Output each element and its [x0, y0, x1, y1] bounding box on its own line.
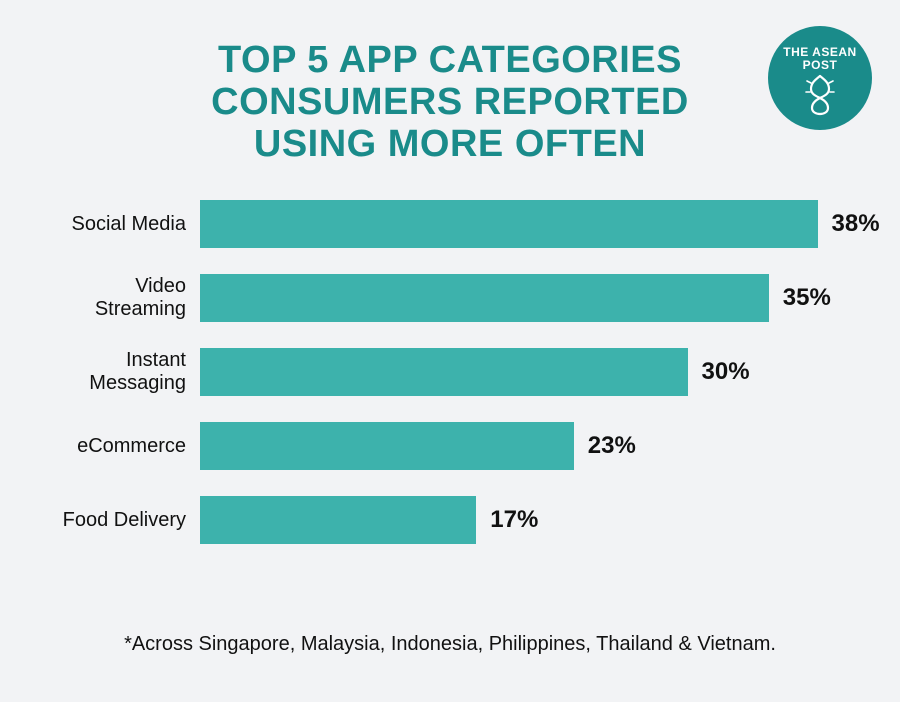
brand-logo-text: THE ASEAN POST — [768, 40, 872, 72]
bar-row: Video Streaming 35% — [50, 274, 850, 322]
bar-track: 38% — [200, 200, 850, 248]
category-label: Social Media — [50, 213, 200, 236]
category-label: Instant Messaging — [50, 349, 200, 395]
bar — [200, 274, 769, 322]
bar-row: Social Media38% — [50, 200, 850, 248]
category-label: Food Delivery — [50, 509, 200, 532]
brand-logo: THE ASEAN POST — [768, 26, 872, 130]
value-label: 38% — [818, 210, 880, 238]
bar-row: Instant Messaging 30% — [50, 348, 850, 396]
infographic-canvas: THE ASEAN POST TOP 5 APP CATEGORIES CONS… — [0, 0, 900, 702]
bar-track: 30% — [200, 348, 850, 396]
value-label: 23% — [574, 432, 636, 460]
footnote: *Across Singapore, Malaysia, Indonesia, … — [0, 633, 900, 656]
bar-chart: Social Media38%Video Streaming35%Instant… — [50, 200, 850, 570]
bar-track: 23% — [200, 422, 850, 470]
bar — [200, 348, 688, 396]
brand-logo-icon — [805, 74, 835, 116]
value-label: 17% — [476, 506, 538, 534]
value-label: 30% — [688, 358, 750, 386]
bar — [200, 496, 476, 544]
category-label: Video Streaming — [50, 275, 200, 321]
bar-row: Food Delivery 17% — [50, 496, 850, 544]
category-label: eCommerce — [50, 435, 200, 458]
bar-track: 35% — [200, 274, 850, 322]
bar-row: eCommerce 23% — [50, 422, 850, 470]
chart-title: TOP 5 APP CATEGORIES CONSUMERS REPORTED … — [0, 0, 900, 165]
bar-track: 17% — [200, 496, 850, 544]
bar — [200, 200, 818, 248]
value-label: 35% — [769, 284, 831, 312]
bar — [200, 422, 574, 470]
